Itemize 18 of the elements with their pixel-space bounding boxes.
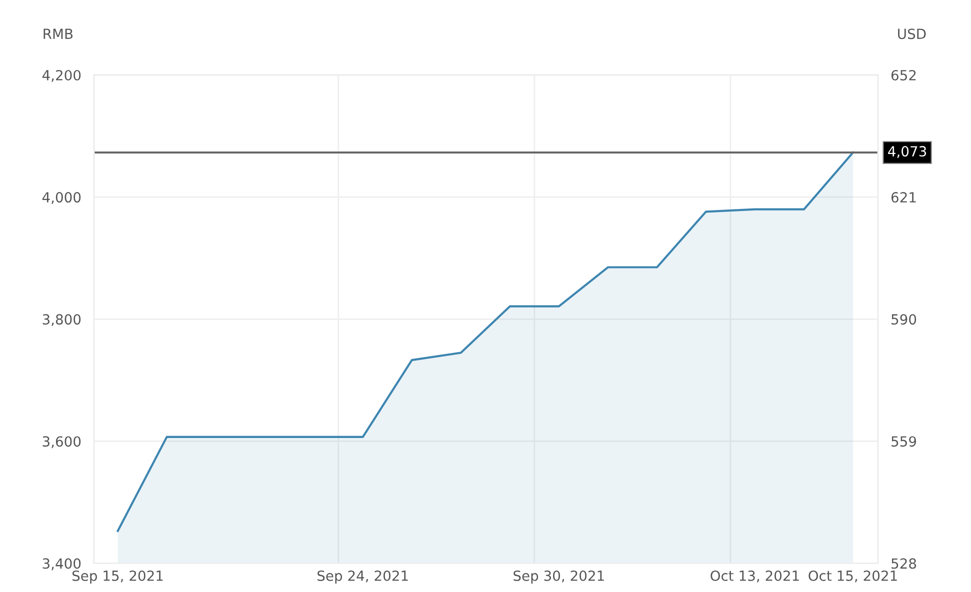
y2-tick-label: 559 [892, 436, 916, 447]
x-tick-label: Sep 30, 2021 [514, 570, 604, 584]
y2-tick-label: 528 [892, 558, 916, 569]
y2-axis-title: USD [898, 28, 926, 40]
x-tick-label: Oct 15, 2021 [808, 570, 897, 582]
y-tick-label: 4,000 [42, 192, 81, 204]
y-tick-label: 4,200 [42, 70, 81, 82]
ref-line-label: 4,073 [888, 146, 926, 158]
x-tick-label: Sep 24, 2021 [318, 570, 408, 584]
y-tick-label: 3,800 [42, 314, 81, 326]
y-tick-label: 3,600 [42, 436, 81, 448]
y-tick-label: 3,400 [42, 558, 81, 570]
y2-tick-label: 652 [891, 70, 916, 80]
x-tick-label: Oct 13, 2021 [710, 570, 799, 582]
y2-tick-label: 590 [892, 314, 916, 325]
y-axis-title: RMB [44, 28, 73, 39]
y2-tick-label: 621 [891, 192, 916, 203]
x-tick-label: Sep 15, 2021 [72, 570, 163, 584]
